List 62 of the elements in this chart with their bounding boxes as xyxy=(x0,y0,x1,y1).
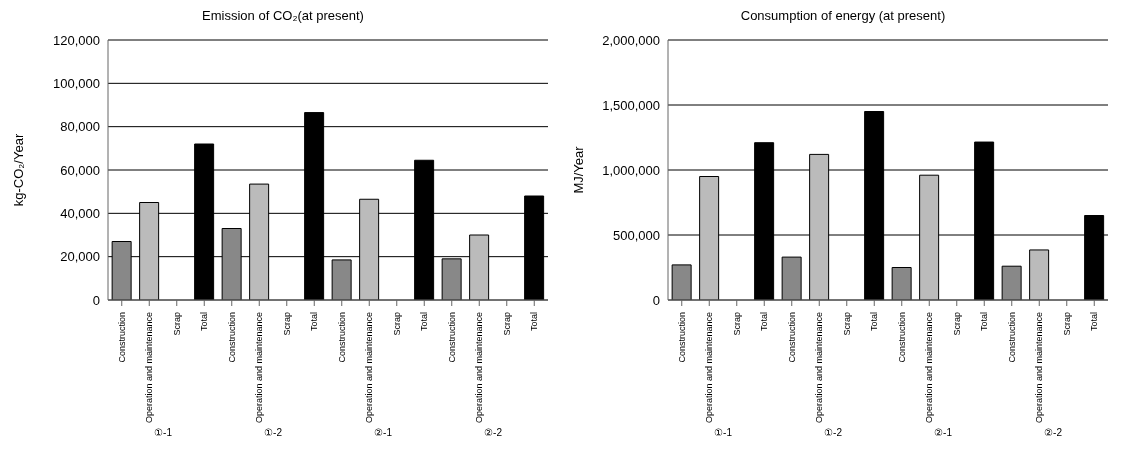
y-tick-label: 60,000 xyxy=(60,162,100,178)
x-tick-label: Construction xyxy=(786,312,797,363)
x-tick-label: Scrap xyxy=(281,312,292,336)
text: ①-2 xyxy=(824,427,843,438)
x-tick-label: Scrap xyxy=(951,312,962,336)
y-tick-label: 20,000 xyxy=(60,249,100,265)
y-tick-label: 0 xyxy=(92,292,100,308)
x-tick-label: Total xyxy=(199,312,210,332)
x-tick-label: Total xyxy=(759,312,770,332)
text: ②-2 xyxy=(1044,427,1063,438)
x-tick-label: Scrap xyxy=(391,312,402,336)
x-tick-label: Total xyxy=(309,312,320,332)
x-tick-label: Scrap xyxy=(1061,312,1072,336)
x-tick-label: Scrap xyxy=(501,312,512,336)
bar xyxy=(671,264,692,300)
x-tick-label: Operation and maintenance xyxy=(144,312,155,424)
chart-title: Consumption of energy (at present) xyxy=(739,8,947,25)
x-tick-label: Operation and maintenance xyxy=(924,312,935,424)
bar xyxy=(891,267,912,300)
x-tick-label: Construction xyxy=(116,312,127,363)
x-tick-label: Total xyxy=(979,312,990,332)
x-tick-label: Scrap xyxy=(841,312,852,336)
bar xyxy=(331,259,352,300)
x-tick-label: Total xyxy=(1089,312,1100,332)
x-tick-label: Operation and maintenance xyxy=(474,312,485,424)
x-tick-label: Total xyxy=(419,312,430,332)
y-axis-title: kg-CO₂/Year xyxy=(10,133,26,207)
x-tick-label: Operation and maintenance xyxy=(704,312,715,424)
y-tick-label: 1,500,000 xyxy=(602,97,660,113)
x-tick-label: Operation and maintenance xyxy=(364,312,375,424)
text: ②-2 xyxy=(484,427,503,438)
text: ①-1 xyxy=(154,427,173,438)
y-tick-label: 500,000 xyxy=(613,227,660,243)
x-tick-label: Operation and maintenance xyxy=(814,312,825,424)
y-tick-label: 2,000,000 xyxy=(602,32,660,48)
y-axis-title: MJ/Year xyxy=(570,145,586,194)
text: ①-1 xyxy=(714,427,733,438)
x-tick-label: Total xyxy=(869,312,880,332)
x-tick-label: Construction xyxy=(446,312,457,363)
x-tick-label: Scrap xyxy=(731,312,742,336)
bar xyxy=(1001,265,1022,300)
y-tick-label: 40,000 xyxy=(60,205,100,221)
x-tick-label: Construction xyxy=(896,312,907,363)
x-tick-label: Total xyxy=(529,312,540,332)
bar xyxy=(1029,249,1050,300)
y-tick-label: 100,000 xyxy=(53,75,100,91)
y-tick-label: 1,000,000 xyxy=(602,162,660,178)
y-tick-label: 0 xyxy=(652,292,660,308)
text: ①-2 xyxy=(264,427,283,438)
x-tick-label: Construction xyxy=(336,312,347,363)
x-tick-label: Construction xyxy=(226,312,237,363)
text: ②-1 xyxy=(374,427,393,438)
text: ②-1 xyxy=(934,427,953,438)
y-tick-label: 120,000 xyxy=(53,32,100,48)
x-tick-label: Operation and maintenance xyxy=(1034,312,1045,424)
y-tick-label: 80,000 xyxy=(60,119,100,135)
chart-title: Emission of CO₂(at present) xyxy=(201,8,365,25)
x-tick-label: Construction xyxy=(676,312,687,363)
x-tick-label: Operation and maintenance xyxy=(254,312,265,424)
x-tick-label: Scrap xyxy=(171,312,182,336)
x-tick-label: Construction xyxy=(1006,312,1017,363)
bar xyxy=(781,256,802,300)
